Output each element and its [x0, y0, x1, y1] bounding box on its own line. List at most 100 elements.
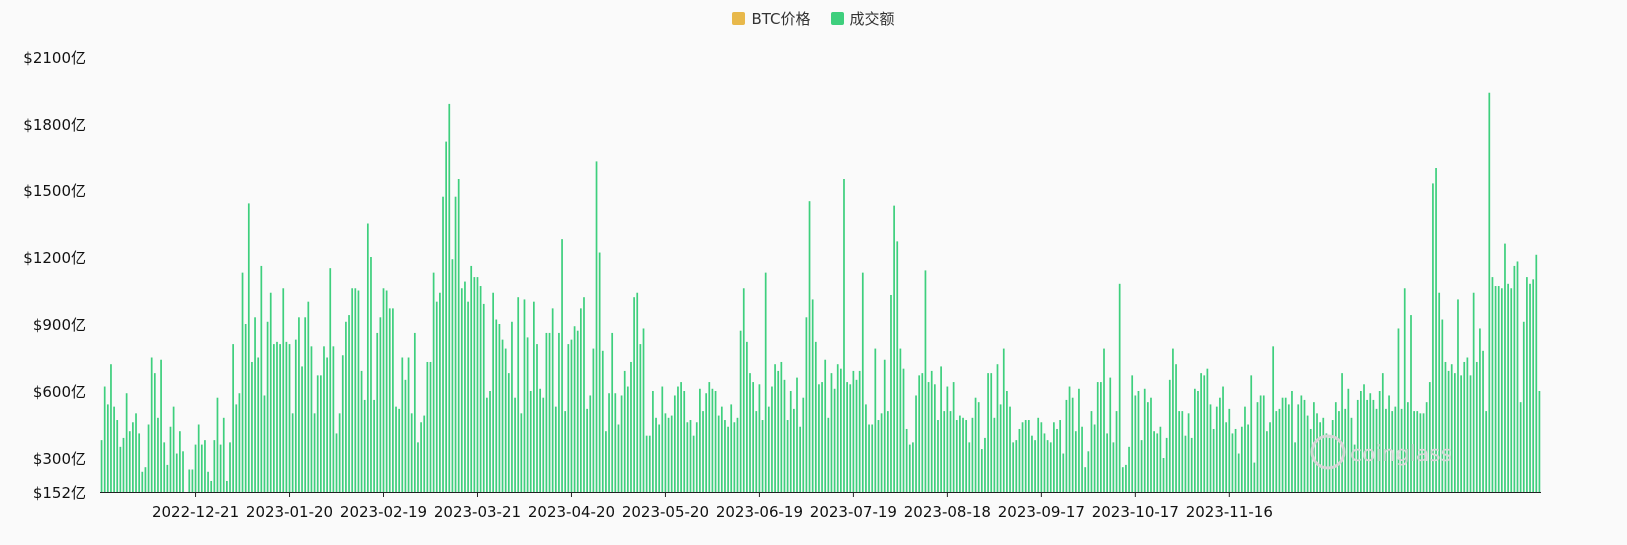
volume-bar[interactable]	[1272, 346, 1275, 492]
volume-bar[interactable]	[554, 406, 557, 492]
volume-bar[interactable]	[382, 288, 385, 492]
volume-bar[interactable]	[633, 297, 635, 492]
volume-bar[interactable]	[294, 339, 297, 492]
volume-bar[interactable]	[1100, 382, 1102, 492]
volume-bar[interactable]	[254, 317, 256, 492]
volume-bar[interactable]	[379, 317, 382, 492]
volume-bar[interactable]	[1002, 348, 1005, 492]
volume-bar[interactable]	[473, 277, 476, 492]
volume-bar[interactable]	[968, 442, 971, 492]
volume-bar[interactable]	[799, 426, 801, 492]
volume-bar[interactable]	[793, 408, 795, 492]
volume-bar[interactable]	[1128, 446, 1130, 492]
volume-bar[interactable]	[319, 375, 322, 492]
volume-bar[interactable]	[1131, 375, 1134, 492]
volume-bar[interactable]	[758, 384, 761, 492]
volume-bar[interactable]	[1494, 286, 1497, 492]
volume-bar[interactable]	[1071, 397, 1074, 492]
volume-bar[interactable]	[1084, 467, 1087, 492]
volume-bar[interactable]	[313, 413, 316, 492]
volume-bar[interactable]	[395, 406, 397, 492]
volume-bar[interactable]	[298, 317, 300, 492]
volume-bar[interactable]	[1497, 286, 1500, 492]
volume-bar[interactable]	[122, 437, 125, 492]
volume-bar[interactable]	[110, 364, 112, 492]
volume-bar[interactable]	[1197, 391, 1199, 492]
volume-bar[interactable]	[664, 413, 667, 492]
volume-bar[interactable]	[987, 373, 989, 492]
volume-bar[interactable]	[865, 404, 867, 492]
volume-bar[interactable]	[1309, 428, 1312, 492]
volume-bar[interactable]	[219, 444, 222, 492]
volume-bar[interactable]	[1134, 395, 1137, 492]
volume-bar[interactable]	[761, 420, 764, 492]
volume-bar[interactable]	[617, 424, 620, 493]
volume-bar[interactable]	[1153, 431, 1155, 492]
volume-bar[interactable]	[307, 301, 310, 492]
volume-bar[interactable]	[883, 359, 886, 492]
volume-bar[interactable]	[742, 288, 745, 492]
volume-bar[interactable]	[692, 435, 695, 492]
volume-bar[interactable]	[952, 382, 955, 492]
volume-bar[interactable]	[1485, 411, 1488, 492]
volume-bar[interactable]	[1106, 433, 1108, 492]
volume-bar[interactable]	[1441, 319, 1444, 492]
volume-bar[interactable]	[413, 332, 416, 492]
volume-bar[interactable]	[529, 391, 532, 492]
volume-bar[interactable]	[150, 357, 153, 493]
volume-bar[interactable]	[1394, 406, 1397, 492]
volume-bar[interactable]	[670, 415, 673, 492]
volume-bar[interactable]	[316, 375, 319, 492]
volume-bar[interactable]	[210, 480, 213, 492]
volume-bar[interactable]	[135, 413, 137, 492]
volume-bar[interactable]	[435, 301, 438, 492]
volume-bar[interactable]	[833, 388, 836, 492]
volume-bar[interactable]	[601, 350, 604, 492]
volume-bar[interactable]	[410, 413, 413, 492]
volume-bar[interactable]	[573, 326, 576, 492]
volume-bar[interactable]	[648, 435, 651, 492]
volume-bar[interactable]	[1187, 413, 1190, 492]
volume-bar[interactable]	[1049, 442, 1052, 492]
volume-bar[interactable]	[899, 348, 902, 492]
volume-bar[interactable]	[984, 437, 986, 492]
volume-bar[interactable]	[708, 382, 711, 492]
volume-bar[interactable]	[827, 417, 830, 492]
volume-bar[interactable]	[780, 361, 783, 492]
volume-bar[interactable]	[1360, 391, 1362, 492]
volume-bar[interactable]	[1522, 321, 1525, 492]
volume-bar[interactable]	[1388, 395, 1390, 492]
volume-bar[interactable]	[783, 379, 786, 492]
volume-bar[interactable]	[896, 241, 899, 492]
volume-bar[interactable]	[583, 297, 585, 492]
volume-bar[interactable]	[1150, 397, 1152, 492]
volume-bar[interactable]	[504, 348, 507, 492]
volume-bar[interactable]	[830, 373, 833, 492]
volume-bar[interactable]	[1460, 375, 1462, 492]
volume-bar[interactable]	[354, 288, 357, 492]
volume-bar[interactable]	[1294, 442, 1296, 492]
volume-bar[interactable]	[329, 268, 332, 492]
volume-bar[interactable]	[1300, 395, 1303, 492]
volume-bar[interactable]	[1165, 437, 1168, 492]
volume-bar[interactable]	[1513, 265, 1516, 492]
volume-bar[interactable]	[439, 292, 441, 492]
volume-bar[interactable]	[1034, 440, 1036, 492]
volume-bar[interactable]	[858, 370, 861, 492]
volume-bar[interactable]	[818, 384, 820, 492]
volume-bar[interactable]	[1413, 411, 1415, 492]
volume-bar[interactable]	[1053, 422, 1055, 492]
volume-bar[interactable]	[755, 411, 758, 492]
volume-bar[interactable]	[269, 292, 272, 492]
volume-bar[interactable]	[836, 364, 839, 492]
volume-bar[interactable]	[1222, 386, 1224, 492]
volume-bar[interactable]	[486, 397, 488, 492]
volume-bar[interactable]	[1190, 437, 1193, 492]
volume-bar[interactable]	[1322, 417, 1325, 492]
volume-bar[interactable]	[241, 272, 244, 492]
volume-bar[interactable]	[520, 413, 523, 492]
volume-bar[interactable]	[128, 431, 131, 492]
volume-bar[interactable]	[749, 373, 751, 492]
volume-bar[interactable]	[1062, 453, 1065, 492]
volume-bar[interactable]	[1175, 364, 1177, 492]
